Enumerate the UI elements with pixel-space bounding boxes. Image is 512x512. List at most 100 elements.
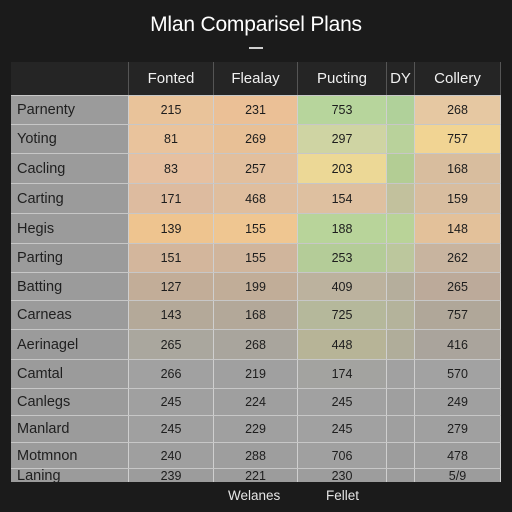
column-header-4[interactable]: Collery [415,62,501,95]
row-label: Aerinagel [11,330,129,359]
row-label: Hegis [11,214,129,243]
table-cell: 753 [298,96,387,124]
table-cell: 570 [415,360,501,388]
table-cell: 215 [129,96,214,124]
table-row: Parnenty 215 231 753 268 [11,95,501,124]
table-cell: 229 [214,416,298,442]
table-cell: 416 [415,330,501,359]
table-row: Parting 151 155 253 262 [11,243,501,272]
table-cell [387,154,415,183]
table-cell: 268 [415,96,501,124]
table-cell: 148 [415,214,501,243]
table-row: Carting 171 468 154 159 [11,183,501,213]
table-cell [387,443,415,468]
row-label: Parnenty [11,96,129,124]
table-cell: 288 [214,443,298,468]
table-cell: 448 [298,330,387,359]
row-label: Yoting [11,125,129,153]
row-label: Canlegs [11,389,129,415]
row-label: Parting [11,244,129,272]
table-cell: 221 [214,469,298,483]
table-cell: 265 [129,330,214,359]
table-row: Canlegs 245 224 245 249 [11,388,501,415]
table-cell [387,389,415,415]
table-cell: 240 [129,443,214,468]
row-label: Laning [11,468,129,484]
table-cell [387,301,415,329]
row-label: Manlard [11,416,129,442]
table-cell: 757 [415,125,501,153]
table-cell: 245 [129,416,214,442]
table-cell: 478 [415,443,501,468]
table-cell: 266 [129,360,214,388]
table-cell [387,244,415,272]
table-row: Carneas 143 168 725 757 [11,300,501,329]
table-cell: 265 [415,273,501,300]
table-row: Yoting 81 269 297 757 [11,124,501,153]
table-cell: 143 [129,301,214,329]
table-cell: 262 [415,244,501,272]
table-cell: 279 [415,416,501,442]
table-cell: 245 [298,416,387,442]
table-cell: 245 [129,389,214,415]
table-cell [387,360,415,388]
comparison-table: Fonted Flealay Pucting DY Collery Parnenty 215… [11,62,501,484]
table-cell: 83 [129,154,214,183]
table-row: Hegis 139 155 188 148 [11,213,501,243]
table-cell: 468 [214,184,298,213]
row-label: Batting [11,273,129,300]
table-row: Cacling 83 257 203 168 [11,153,501,183]
row-label: Cacling [11,154,129,183]
table-cell: 155 [214,244,298,272]
table-cell: 239 [129,469,214,483]
table-cell: 139 [129,214,214,243]
table-cell: 706 [298,443,387,468]
row-label: Motmnon [11,443,129,468]
table-cell [387,214,415,243]
table-cell: 159 [415,184,501,213]
table-cell: 231 [214,96,298,124]
table-cell [387,416,415,442]
table-cell: 269 [214,125,298,153]
table-cell: 253 [298,244,387,272]
column-header-1[interactable]: Flealay [214,62,298,95]
table-cell: 188 [298,214,387,243]
table-cell: 257 [214,154,298,183]
table-cell: 5/9 [415,469,501,483]
table-cell [387,273,415,300]
table-row: Motmnon 240 288 706 478 [11,442,501,468]
table-cell: 151 [129,244,214,272]
table-cell: 230 [298,469,387,483]
table-cell: 154 [298,184,387,213]
header-corner-cell [11,62,129,95]
row-label: Camtal [11,360,129,388]
table-cell: 725 [298,301,387,329]
column-header-0[interactable]: Fonted [129,62,214,95]
table-cell: 81 [129,125,214,153]
table-cell: 203 [298,154,387,183]
table-cell: 219 [214,360,298,388]
table-cell [387,184,415,213]
table-cell: 224 [214,389,298,415]
column-header-3[interactable]: DY [387,62,415,95]
table-cell: 174 [298,360,387,388]
legend-item-fellet: Fellet [326,488,360,503]
table-cell: 409 [298,273,387,300]
table-cell: 268 [214,330,298,359]
table-cell: 171 [129,184,214,213]
table-cell [387,330,415,359]
table-row: Batting 127 199 409 265 [11,272,501,300]
table-row: Camtal 266 219 174 570 [11,359,501,388]
table-row: Laning 239 221 230 5/9 [11,468,501,484]
table-cell: 245 [298,389,387,415]
table-cell: 168 [214,301,298,329]
row-label: Carting [11,184,129,213]
table-cell: 757 [415,301,501,329]
column-header-2[interactable]: Pucting [298,62,387,95]
table-cell [387,96,415,124]
table-cell [387,125,415,153]
page-title: Mlan Comparisel Plans [150,13,362,36]
table-cell: 127 [129,273,214,300]
table-row: Aerinagel 265 268 448 416 [11,329,501,359]
table-cell: 249 [415,389,501,415]
